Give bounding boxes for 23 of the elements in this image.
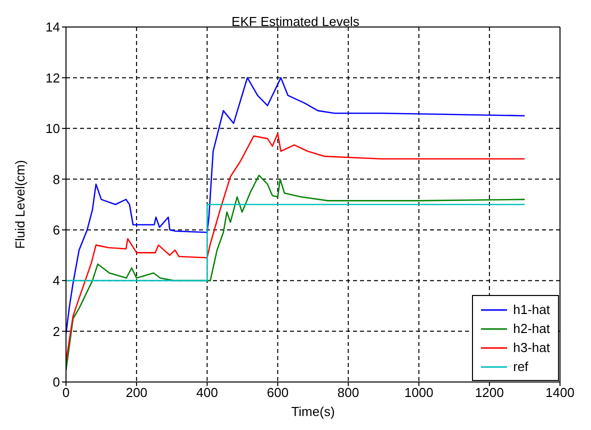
legend-label: h2-hat	[513, 320, 550, 338]
y-tick-label: 12	[46, 70, 60, 86]
y-tick-label: 0	[52, 374, 60, 390]
x-tick-label: 1400	[546, 385, 574, 400]
x-tick-label: 0	[62, 385, 70, 400]
x-tick-label: 200	[126, 385, 148, 400]
x-tick-label: 800	[337, 385, 360, 400]
y-tick-label: 14	[46, 20, 60, 35]
x-axis-title: Time(s)	[291, 404, 335, 419]
x-tick-label: 600	[266, 385, 289, 400]
y-tick-label: 2	[52, 324, 60, 339]
y-tick-label: 10	[46, 121, 60, 136]
x-tick-label: 1200	[474, 385, 504, 400]
chart-title: EKF Estimated Levels	[232, 14, 360, 29]
y-tick-label: 6	[52, 222, 60, 238]
legend-label: h1-hat	[513, 301, 550, 319]
legend-label: ref	[513, 358, 528, 376]
y-axis-title: Fluid Level(cm)	[12, 160, 28, 249]
y-tick-label: 4	[52, 273, 60, 288]
y-tick-label: 8	[52, 172, 60, 187]
legend-label: h3-hat	[513, 339, 550, 357]
x-tick-label: 1000	[404, 385, 434, 400]
x-tick-label: 400	[196, 385, 218, 400]
